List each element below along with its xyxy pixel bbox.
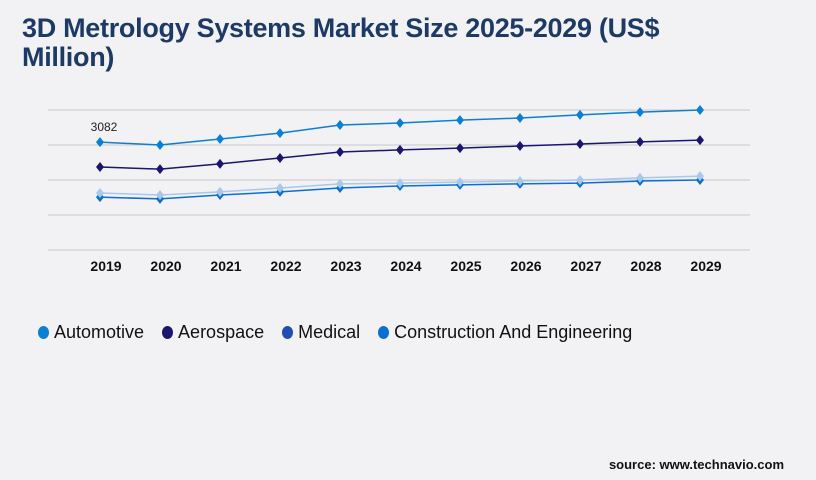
x-tick-label: 2020 [150,258,181,274]
data-point [156,190,164,201]
legend: Automotive Aerospace Medical Construction A… [38,322,632,343]
legend-label: Construction And Engineering [394,322,633,342]
data-point [156,164,164,175]
x-tick-label: 2021 [210,258,241,274]
data-point [336,120,344,131]
data-point [576,138,584,149]
data-point [516,176,524,187]
data-point [336,178,344,189]
x-tick-label: 2023 [330,258,361,274]
data-point [516,113,524,124]
x-tick-label: 2028 [630,258,661,274]
data-point [396,117,404,128]
data-point [456,177,464,188]
x-tick-label: 2025 [450,258,481,274]
data-point [276,183,284,194]
legend-label: Aerospace [178,322,265,342]
data-point [216,186,224,197]
x-tick-label: 2026 [510,258,541,274]
data-point [156,140,164,150]
data-point [96,162,104,173]
data-point [456,143,464,154]
source-text: source: www.technavio.com [608,457,784,472]
legend-marker-icon [162,326,174,339]
data-point [696,135,704,146]
legend-marker-icon [38,326,49,339]
data-point [276,128,284,139]
legend-item: Aerospace [162,322,264,343]
x-tick-label: 2019 [90,258,121,274]
data-point [516,141,524,152]
data-label: 3082 [91,120,118,134]
data-point [96,187,104,198]
data-point [336,147,344,157]
legend-label: Automotive [54,322,145,342]
x-tick-label: 2022 [270,258,301,274]
x-tick-label: 2027 [570,258,601,274]
data-point [276,152,284,163]
legend-item: Construction And Engineering [378,322,632,343]
data-point [576,175,584,185]
data-point [456,115,464,126]
legend-label: Medical [298,322,361,342]
data-point [216,158,224,169]
x-tick-label: 2024 [390,258,421,274]
data-point [696,105,704,115]
data-point [636,136,644,147]
legend-marker-icon [378,326,390,339]
data-point [96,137,104,148]
data-point [576,109,584,120]
data-point [396,144,404,155]
x-tick-label: 2029 [690,258,721,274]
line-chart: 2019 2020 2021 2022 2023 2024 2025 2026 2027 2028… [48,105,750,274]
data-point [636,107,644,118]
data-point [396,178,404,189]
legend-item: Medical [282,322,360,343]
legend-item: Automotive [38,322,144,343]
chart-title: 3D Metrology Systems Market Size 2025-20… [22,13,660,72]
data-point [636,172,644,183]
legend-marker-icon [282,326,294,339]
data-point [696,171,704,182]
data-point [216,134,224,145]
